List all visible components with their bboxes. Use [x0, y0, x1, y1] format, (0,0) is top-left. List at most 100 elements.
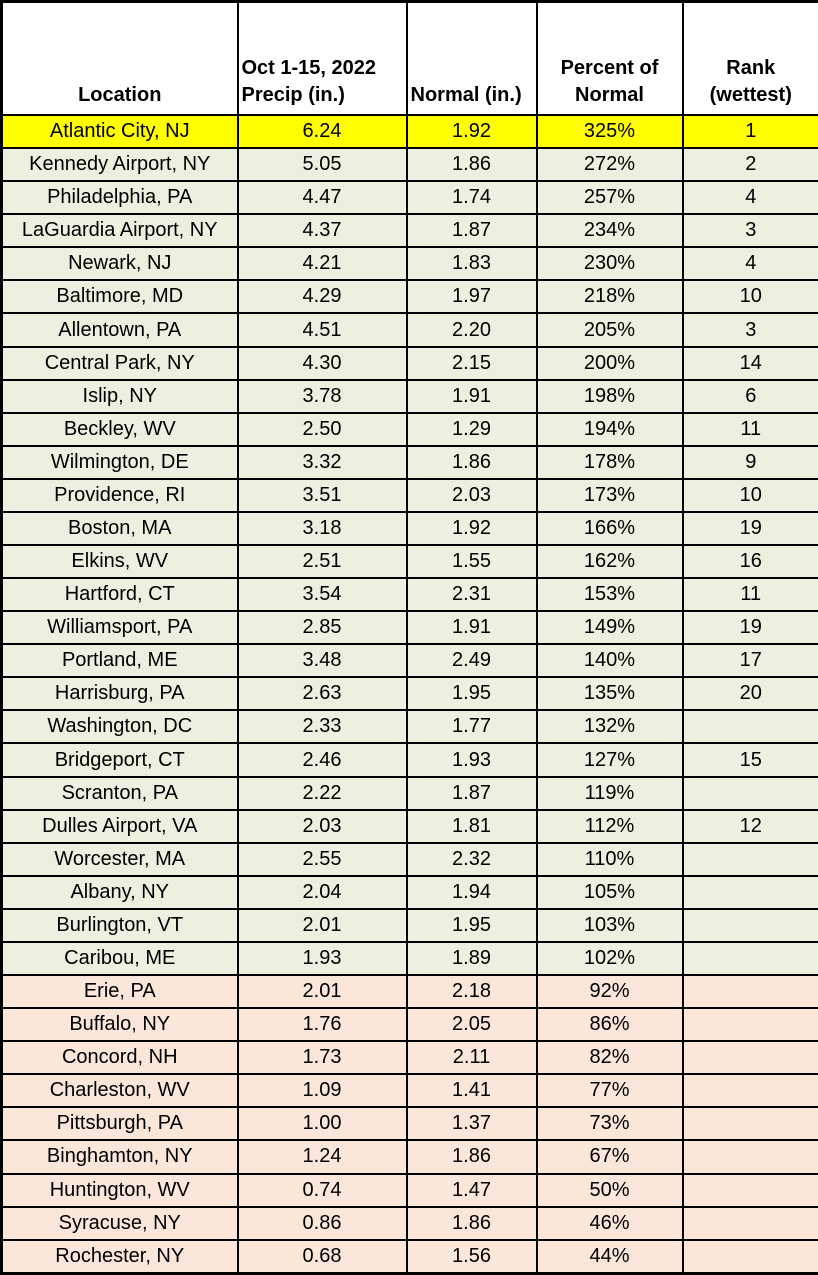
cell-location: Dulles Airport, VA	[0, 808, 239, 844]
table-row: Kennedy Airport, NY 5.05 1.86 272% 2	[0, 147, 818, 183]
cell-normal: 1.74	[405, 180, 538, 216]
cell-percent: 230%	[535, 246, 684, 282]
cell-precip: 4.37	[236, 213, 408, 249]
cell-rank: 4	[681, 246, 818, 282]
cell-precip: 2.50	[236, 411, 408, 447]
cell-location: LaGuardia Airport, NY	[0, 213, 239, 249]
cell-rank: 10	[681, 279, 818, 315]
cell-percent: 198%	[535, 378, 684, 414]
cell-normal: 1.86	[405, 1205, 538, 1241]
table-row: LaGuardia Airport, NY 4.37 1.87 234% 3	[0, 213, 818, 249]
cell-percent: 82%	[535, 1040, 684, 1076]
cell-normal: 1.87	[405, 775, 538, 811]
cell-rank	[681, 841, 818, 877]
header-percent: Percent of Normal	[535, 0, 684, 116]
cell-percent: 166%	[535, 510, 684, 547]
cell-rank	[681, 974, 818, 1010]
cell-precip: 2.01	[236, 974, 408, 1010]
cell-percent: 149%	[535, 610, 684, 646]
cell-precip: 2.04	[236, 874, 408, 910]
cell-rank: 11	[681, 577, 818, 613]
cell-location: Scranton, PA	[0, 775, 239, 811]
table-row: Washington, DC 2.33 1.77 132%	[0, 709, 818, 745]
cell-rank	[681, 1238, 818, 1275]
cell-precip: 2.01	[236, 907, 408, 943]
table-row: Boston, MA 3.18 1.92 166% 19	[0, 510, 818, 547]
cell-rank: 6	[681, 378, 818, 414]
cell-normal: 1.87	[405, 213, 538, 249]
cell-precip: 2.51	[236, 544, 408, 580]
header-precip-line2: Precip (in.)	[241, 84, 345, 106]
cell-percent: 77%	[535, 1073, 684, 1109]
table-row: Portland, ME 3.48 2.49 140% 17	[0, 643, 818, 679]
table-row: Wilmington, DE 3.32 1.86 178% 9	[0, 444, 818, 480]
precip-table-body: Atlantic City, NJ 6.24 1.92 325% 1 Kenne…	[0, 113, 818, 1275]
table-row: Williamsport, PA 2.85 1.91 149% 19	[0, 610, 818, 646]
cell-normal: 1.91	[405, 378, 538, 414]
table-row: Philadelphia, PA 4.47 1.74 257% 4	[0, 180, 818, 216]
cell-normal: 1.83	[405, 246, 538, 282]
cell-normal: 1.91	[405, 610, 538, 646]
cell-percent: 173%	[535, 477, 684, 513]
cell-rank: 16	[681, 544, 818, 580]
cell-location: Buffalo, NY	[0, 1007, 239, 1043]
cell-location: Syracuse, NY	[0, 1205, 239, 1241]
cell-location: Elkins, WV	[0, 544, 239, 580]
cell-rank: 11	[681, 411, 818, 447]
header-rank-line2: (wettest)	[709, 84, 792, 106]
cell-location: Central Park, NY	[0, 345, 239, 381]
cell-percent: 44%	[535, 1238, 684, 1275]
cell-precip: 2.85	[236, 610, 408, 646]
cell-normal: 1.86	[405, 1139, 538, 1175]
cell-percent: 162%	[535, 544, 684, 580]
cell-rank: 3	[681, 312, 818, 348]
table-row: Islip, NY 3.78 1.91 198% 6	[0, 378, 818, 414]
cell-location: Williamsport, PA	[0, 610, 239, 646]
table-row: Concord, NH 1.73 2.11 82%	[0, 1040, 818, 1076]
cell-precip: 3.54	[236, 577, 408, 613]
cell-rank	[681, 1106, 818, 1142]
cell-location: Harrisburg, PA	[0, 676, 239, 712]
table-row: Hartford, CT 3.54 2.31 153% 11	[0, 577, 818, 613]
cell-rank	[681, 1007, 818, 1043]
cell-location: Boston, MA	[0, 510, 239, 547]
table-row: Atlantic City, NJ 6.24 1.92 325% 1	[0, 113, 818, 150]
table-row: Dulles Airport, VA 2.03 1.81 112% 12	[0, 808, 818, 844]
cell-percent: 200%	[535, 345, 684, 381]
cell-precip: 4.21	[236, 246, 408, 282]
table-row: Providence, RI 3.51 2.03 173% 10	[0, 477, 818, 513]
cell-percent: 127%	[535, 742, 684, 778]
cell-percent: 92%	[535, 974, 684, 1010]
header-rank-line1: Rank	[726, 57, 776, 79]
cell-location: Allentown, PA	[0, 312, 239, 348]
cell-normal: 2.18	[405, 974, 538, 1010]
cell-percent: 205%	[535, 312, 684, 348]
cell-location: Rochester, NY	[0, 1238, 239, 1275]
cell-percent: 103%	[535, 907, 684, 943]
cell-normal: 2.03	[405, 477, 538, 513]
cell-normal: 1.77	[405, 709, 538, 745]
header-row: Location Oct 1-15, 2022 Precip (in.) Nor…	[0, 0, 818, 116]
cell-location: Baltimore, MD	[0, 279, 239, 315]
cell-precip: 1.00	[236, 1106, 408, 1142]
header-location-line2: Location	[78, 84, 162, 106]
cell-location: Caribou, ME	[0, 940, 239, 977]
cell-precip: 1.24	[236, 1139, 408, 1175]
cell-precip: 2.33	[236, 709, 408, 745]
cell-precip: 4.29	[236, 279, 408, 315]
cell-location: Kennedy Airport, NY	[0, 147, 239, 183]
cell-rank: 4	[681, 180, 818, 216]
cell-precip: 3.18	[236, 510, 408, 547]
cell-rank: 17	[681, 643, 818, 679]
table-row: Binghamton, NY 1.24 1.86 67%	[0, 1139, 818, 1175]
cell-location: Worcester, MA	[0, 841, 239, 877]
table-row: Rochester, NY 0.68 1.56 44%	[0, 1238, 818, 1275]
cell-location: Burlington, VT	[0, 907, 239, 943]
cell-percent: 50%	[535, 1172, 684, 1208]
cell-precip: 2.55	[236, 841, 408, 877]
cell-normal: 1.95	[405, 676, 538, 712]
cell-percent: 46%	[535, 1205, 684, 1241]
cell-rank: 10	[681, 477, 818, 513]
